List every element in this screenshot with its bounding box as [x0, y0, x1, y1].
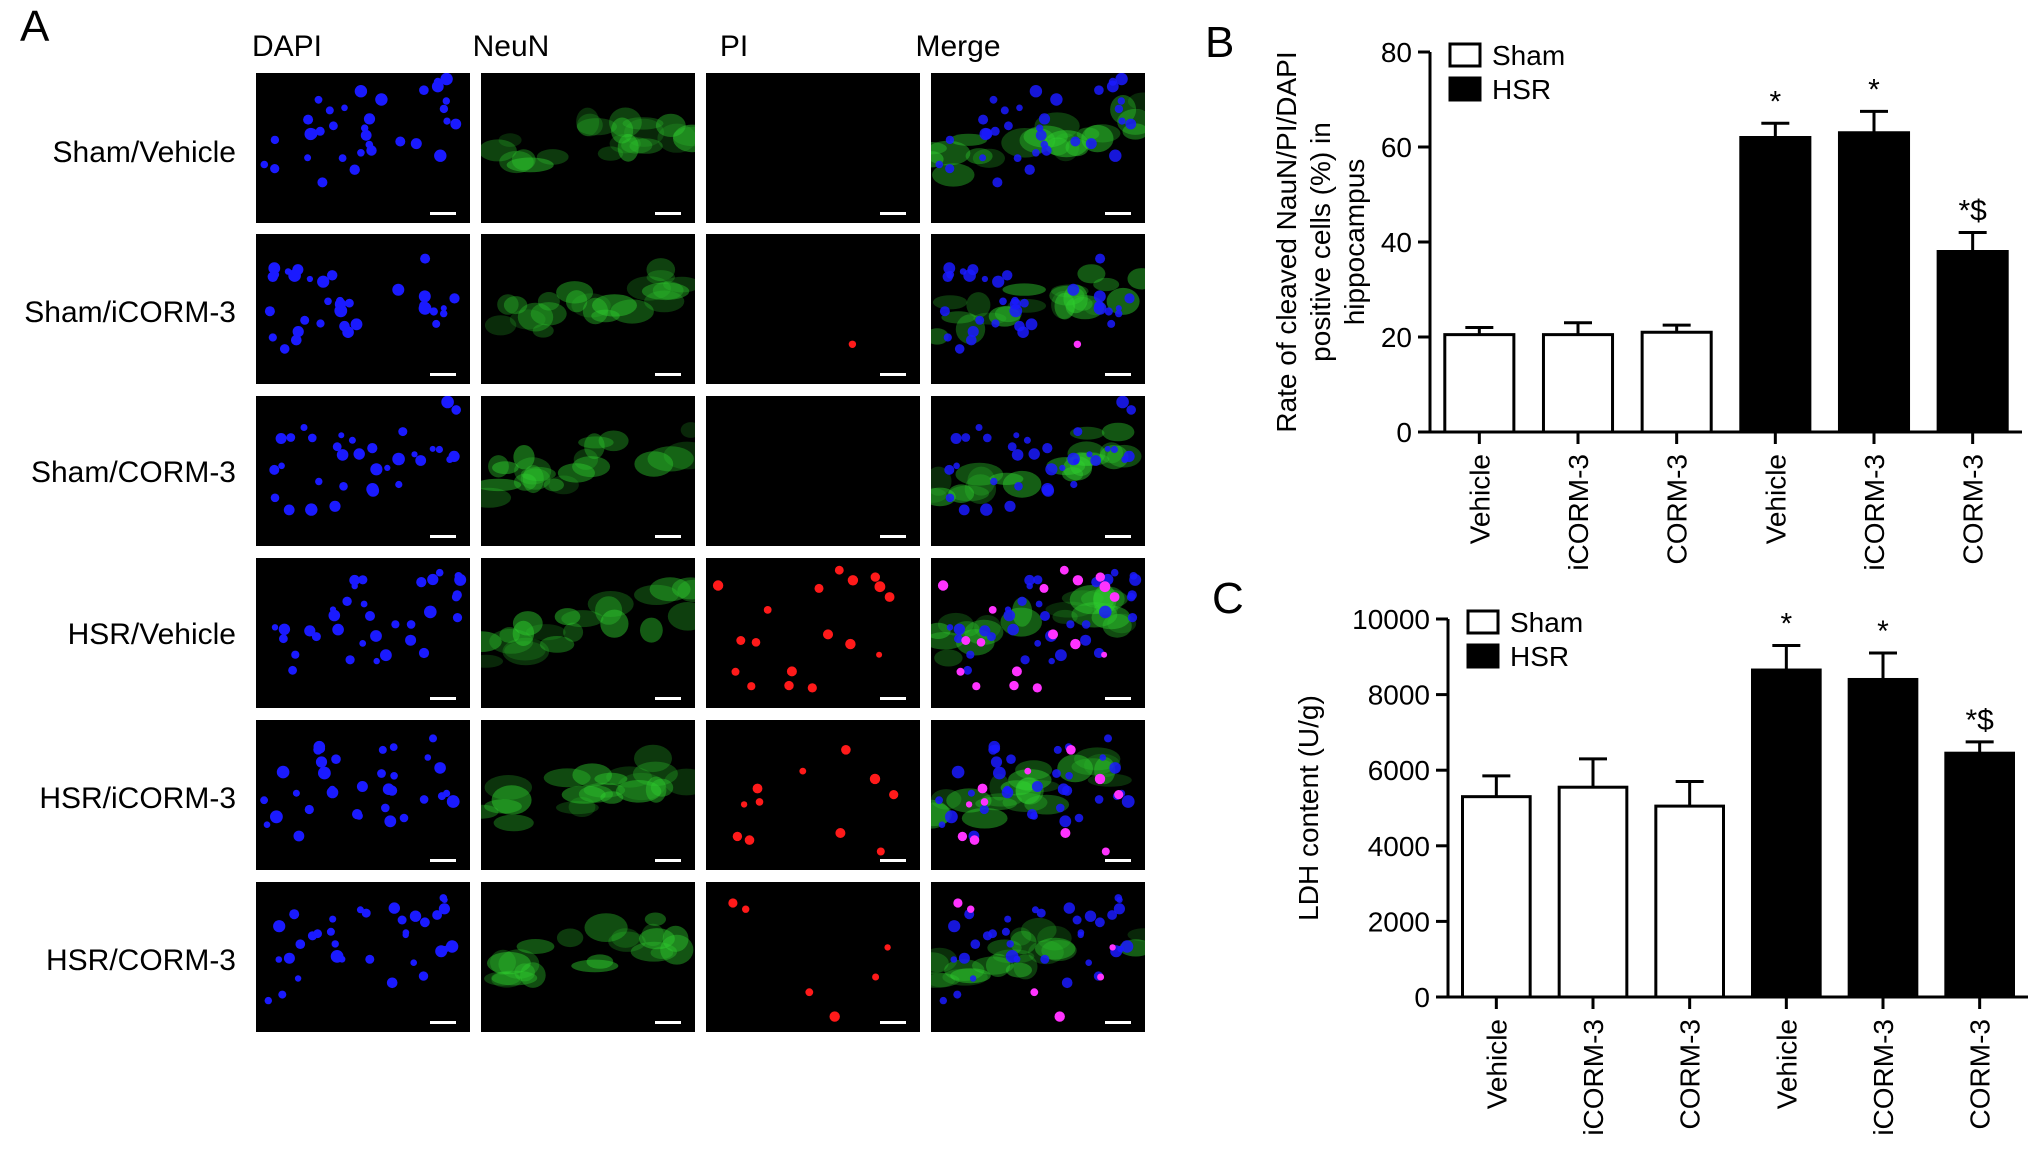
panel-b-letter: B [1205, 18, 1235, 67]
x-tick-label: CORM-3 [1958, 454, 1989, 564]
micrograph-dapi-row-4 [256, 558, 470, 708]
y-tick-label: 40 [1381, 227, 1412, 258]
x-tick-label: iCORM-3 [1563, 454, 1594, 571]
micrograph-pi-row-6 [706, 882, 920, 1032]
row-label-hsr-vehicle: HSR/Vehicle [67, 618, 236, 651]
micrograph-neun-row-1 [481, 73, 695, 223]
row-label-hsr-corm3: HSR/CORM-3 [45, 944, 236, 977]
micrograph-pi-row-1 [706, 73, 920, 223]
x-tick-label: Vehicle [1760, 454, 1791, 544]
figure-panel-a: A DAPI NeuN PI Merge Sham/Vehicle Sham/i… [20, 2, 1145, 1032]
bar-hsr-6 [1936, 250, 2009, 434]
y-axis-label: positive cells (%) in [1305, 122, 1336, 362]
micrograph-neun-row-2 [481, 234, 695, 384]
row-label-sham-icorm3: Sham/iCORM-3 [24, 296, 236, 329]
micrograph-merge-row-6 [931, 882, 1145, 1032]
micrograph-merge-row-2 [931, 234, 1145, 384]
bar-sham-1 [1443, 333, 1516, 434]
micrograph-pi-row-4 [706, 558, 920, 708]
micrograph-pi-row-3 [706, 396, 920, 546]
x-tick-label: iCORM-3 [1859, 454, 1890, 571]
column-header-pi: PI [719, 30, 749, 63]
bar-hsr-5 [1837, 131, 1911, 434]
column-header-dapi: DAPI [251, 30, 323, 63]
micrograph-merge-row-5 [931, 720, 1145, 870]
micrograph-pi-row-2 [706, 234, 920, 384]
micrograph-merge-row-3 [931, 396, 1145, 546]
micrograph-merge-row-4 [931, 558, 1145, 708]
x-tick-label: CORM-3 [1662, 454, 1693, 564]
legend-swatch-hsr [1448, 76, 1482, 102]
y-tick-label: 60 [1381, 132, 1412, 163]
micrograph-neun-row-3 [481, 396, 695, 546]
micrograph-neun-row-4 [481, 558, 695, 708]
panel-c-letter: C [1212, 574, 1244, 623]
micrograph-dapi-row-1 [256, 73, 470, 223]
y-tick-label: 0 [1396, 417, 1412, 448]
micrograph-neun-row-6 [481, 882, 695, 1032]
legend-label-hsr: HSR [1492, 74, 1551, 105]
micrograph-neun-row-5 [481, 720, 695, 870]
significance-marker: * [1769, 85, 1781, 118]
significance-marker: *$ [1958, 195, 1987, 228]
micrograph-merge-row-1 [931, 73, 1145, 223]
y-tick-label: 80 [1381, 37, 1412, 68]
row-label-sham-vehicle: Sham/Vehicle [52, 136, 236, 169]
bar-sham-3 [1640, 330, 1713, 434]
x-tick-label: Vehicle [1464, 454, 1495, 544]
bar-hsr-4 [1739, 136, 1812, 434]
y-tick-label: 20 [1381, 322, 1412, 353]
y-axis-label: Rate of cleaved NauN/PI/DAPI [1271, 51, 1302, 432]
bar-sham-2 [1541, 333, 1615, 434]
micrograph-dapi-row-2 [256, 234, 470, 384]
significance-marker: * [1868, 73, 1880, 106]
micrograph-dapi-row-3 [256, 396, 470, 546]
micrograph-dapi-row-6 [256, 882, 470, 1032]
micrograph-pi-row-5 [706, 720, 920, 870]
panel-a-letter: A [20, 2, 50, 51]
column-header-merge: Merge [915, 30, 1001, 63]
column-header-neun: NeuN [472, 30, 550, 63]
row-label-sham-corm3: Sham/CORM-3 [30, 456, 236, 489]
legend-swatch-sham [1448, 42, 1482, 68]
micrograph-dapi-row-5 [256, 720, 470, 870]
y-axis-label: hippocampus [1339, 159, 1370, 326]
legend-label-sham: Sham [1492, 40, 1565, 71]
row-label-hsr-icorm3: HSR/iCORM-3 [39, 782, 236, 815]
